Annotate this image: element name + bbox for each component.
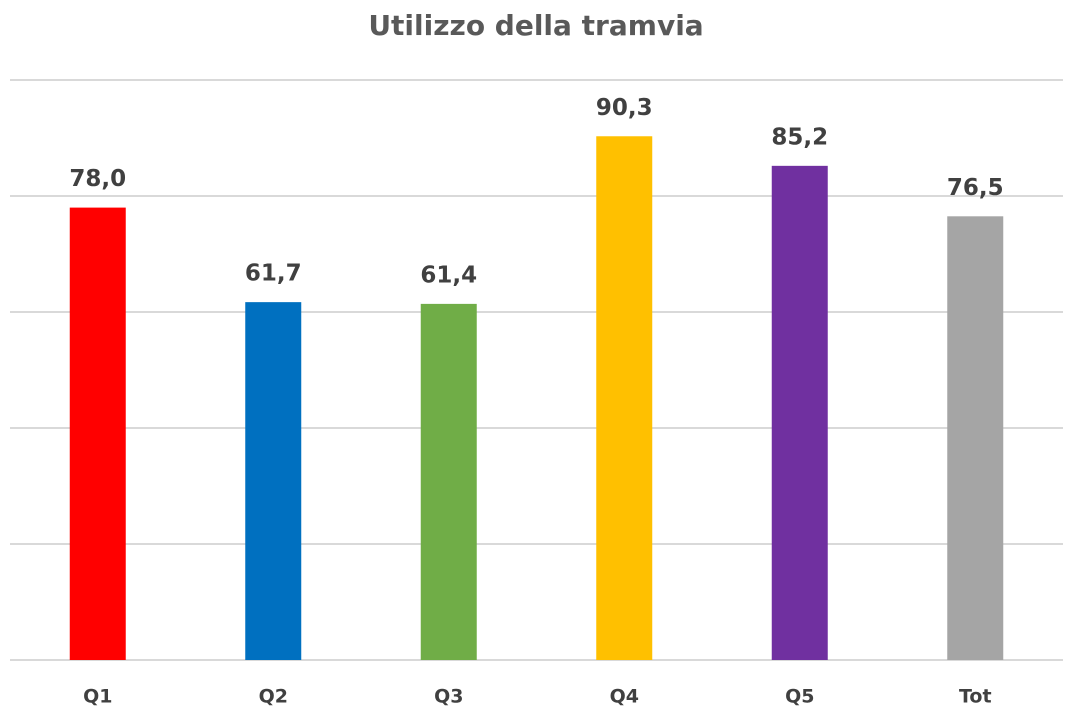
bar <box>596 136 653 660</box>
bar <box>771 165 828 660</box>
bar <box>947 216 1004 661</box>
bar <box>420 303 477 660</box>
bar <box>69 207 126 660</box>
data-label: 78,0 <box>69 166 126 192</box>
data-label: 90,3 <box>596 95 653 121</box>
x-tick-label: Q3 <box>434 686 463 708</box>
data-label: 85,2 <box>771 124 828 150</box>
data-label: 76,5 <box>947 175 1004 201</box>
x-tick-label: Q5 <box>785 686 814 708</box>
chart-title: Utilizzo della tramvia <box>368 9 703 42</box>
data-label: 61,4 <box>420 262 477 288</box>
x-tick-label: Q2 <box>259 686 288 708</box>
bar <box>245 302 302 660</box>
x-tick-label: Q1 <box>83 686 112 708</box>
x-tick-label: Tot <box>959 686 992 708</box>
x-tick-label: Q4 <box>610 686 639 708</box>
data-label: 61,7 <box>245 261 302 287</box>
